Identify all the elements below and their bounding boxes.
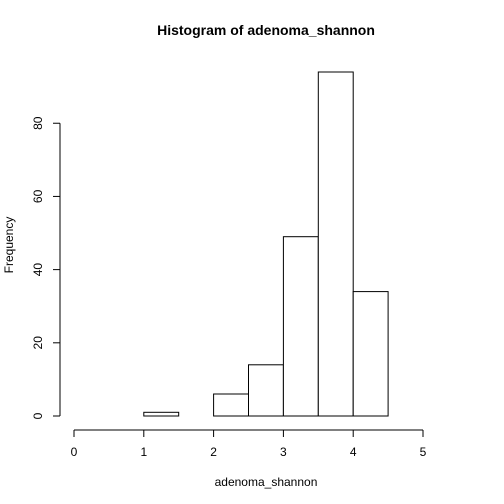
histogram-bar-2 [213,393,250,417]
x-tick-label-3: 3 [280,445,287,459]
x-tick-label-2: 2 [210,445,217,459]
x-tick-label-0: 0 [71,445,78,459]
x-tick-label-4: 4 [350,445,357,459]
y-axis-label: Frequency [2,217,16,274]
histogram-bar-0 [143,411,180,417]
y-tick-label-3: 60 [31,189,45,203]
x-axis: 0 1 2 3 4 5 [71,429,427,459]
y-tick-label-1: 20 [31,336,45,350]
bars-group [143,71,389,417]
histogram-bar-6 [352,291,389,417]
x-tick-label-5: 5 [420,445,427,459]
histogram-bar-3 [248,364,284,417]
chart-title: Histogram of adenoma_shannon [157,22,375,38]
histogram-bar-4 [282,236,319,417]
histogram-bar-5 [317,71,354,417]
x-axis-label: adenoma_shannon [215,475,318,489]
y-axis: 0 20 40 60 80 [31,116,61,419]
y-tick-label-4: 80 [31,116,45,130]
y-tick-label-0: 0 [31,412,45,419]
x-tick-label-1: 1 [140,445,147,459]
y-tick-label-2: 40 [31,263,45,277]
